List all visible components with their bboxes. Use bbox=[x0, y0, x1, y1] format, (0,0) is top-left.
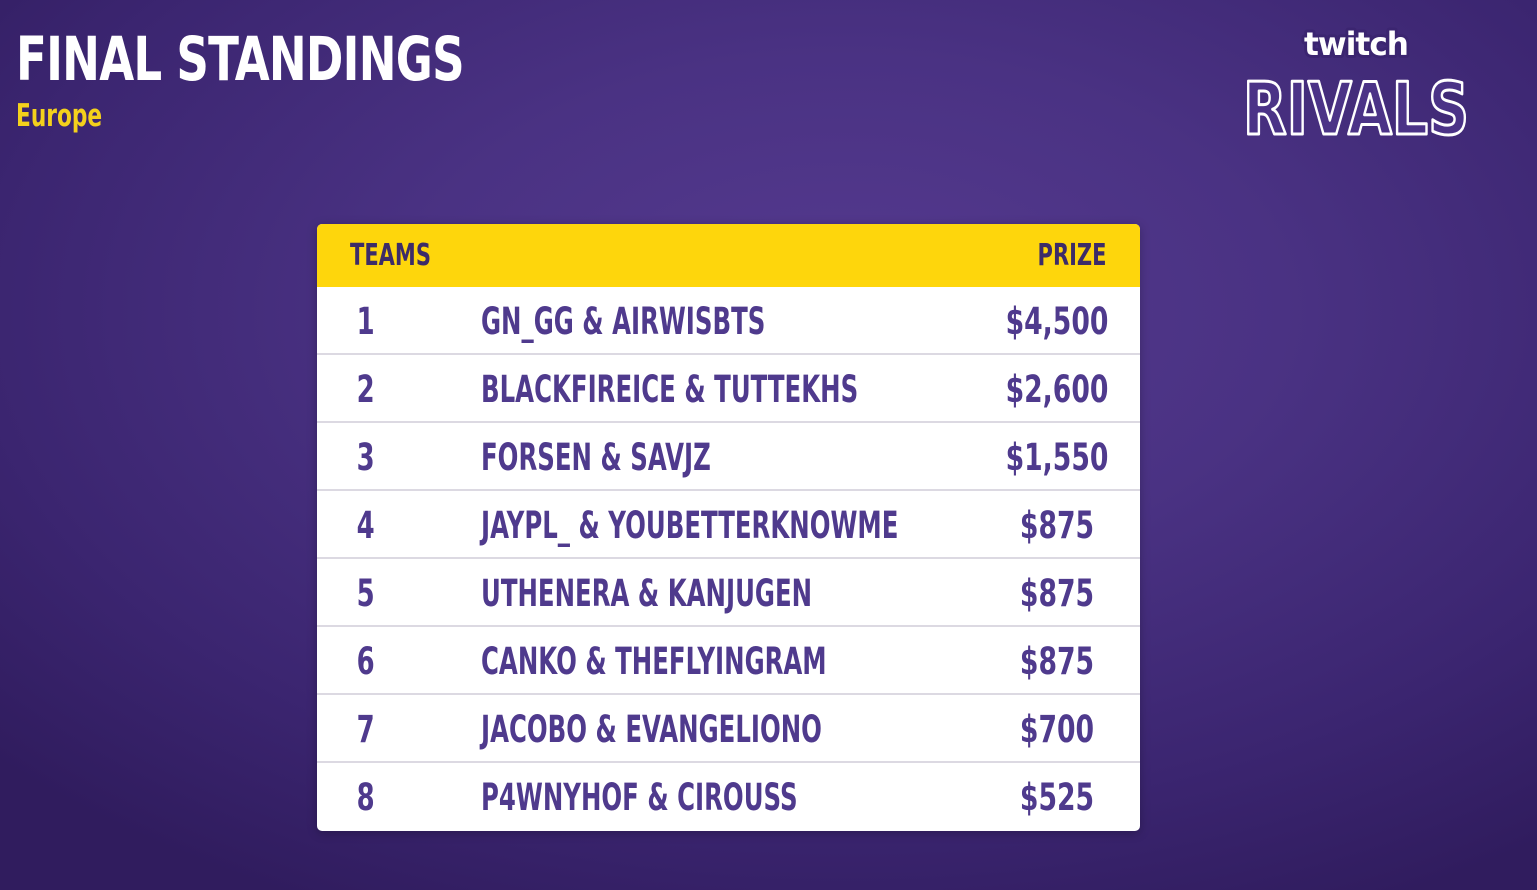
table-header: TEAMS PRIZE bbox=[317, 224, 1140, 287]
region-subtitle: Europe bbox=[16, 98, 103, 134]
prize-cell: $2,600 bbox=[1005, 368, 1109, 411]
table-row: 2 BLACKFIREICE & TUTTEKHS $2,600 bbox=[317, 355, 1140, 423]
table-row: 4 JAYPL_ & YOUBETTERKNOWME $875 bbox=[317, 491, 1140, 559]
team-cell: CANKO & THEFLYINGRAM bbox=[481, 640, 827, 683]
logo-bottom-word: RIVALS bbox=[1243, 67, 1469, 142]
rank-cell: 2 bbox=[356, 368, 375, 411]
prize-cell: $875 bbox=[1019, 572, 1095, 615]
prize-column-header: PRIZE bbox=[1037, 238, 1106, 273]
team-cell: GN_GG & AIRWISBTS bbox=[481, 300, 766, 343]
rank-cell: 3 bbox=[356, 436, 375, 479]
table-body: 1 GN_GG & AIRWISBTS $4,500 2 BLACKFIREIC… bbox=[317, 287, 1140, 831]
rank-cell: 4 bbox=[356, 504, 375, 547]
rank-cell: 8 bbox=[356, 776, 375, 819]
prize-cell: $700 bbox=[1019, 708, 1095, 751]
table-row: 6 CANKO & THEFLYINGRAM $875 bbox=[317, 627, 1140, 695]
prize-cell: $525 bbox=[1019, 776, 1095, 819]
twitch-rivals-logo: twitch RIVALS bbox=[1240, 24, 1472, 142]
table-row: 3 FORSEN & SAVJZ $1,550 bbox=[317, 423, 1140, 491]
table-row: 8 P4WNYHOF & CIROUSS $525 bbox=[317, 763, 1140, 831]
prize-cell: $1,550 bbox=[1005, 436, 1109, 479]
team-cell: P4WNYHOF & CIROUSS bbox=[481, 776, 798, 819]
table-row: 5 UTHENERA & KANJUGEN $875 bbox=[317, 559, 1140, 627]
team-cell: JACOBO & EVANGELIONO bbox=[481, 708, 822, 751]
logo-top-word: twitch bbox=[1304, 25, 1408, 63]
prize-cell: $4,500 bbox=[1005, 300, 1109, 343]
team-cell: FORSEN & SAVJZ bbox=[481, 436, 711, 479]
rank-cell: 7 bbox=[356, 708, 375, 751]
prize-cell: $875 bbox=[1019, 504, 1095, 547]
rank-cell: 6 bbox=[356, 640, 375, 683]
prize-cell: $875 bbox=[1019, 640, 1095, 683]
teams-column-header: TEAMS bbox=[350, 238, 431, 273]
rank-cell: 1 bbox=[356, 300, 375, 343]
standings-table: TEAMS PRIZE 1 GN_GG & AIRWISBTS $4,500 2… bbox=[317, 224, 1140, 831]
team-cell: UTHENERA & KANJUGEN bbox=[481, 572, 813, 615]
team-cell: BLACKFIREICE & TUTTEKHS bbox=[481, 368, 859, 411]
table-row: 1 GN_GG & AIRWISBTS $4,500 bbox=[317, 287, 1140, 355]
page-title: FINAL STANDINGS bbox=[16, 24, 465, 95]
rank-cell: 5 bbox=[356, 572, 375, 615]
table-row: 7 JACOBO & EVANGELIONO $700 bbox=[317, 695, 1140, 763]
team-cell: JAYPL_ & YOUBETTERKNOWME bbox=[481, 504, 899, 547]
